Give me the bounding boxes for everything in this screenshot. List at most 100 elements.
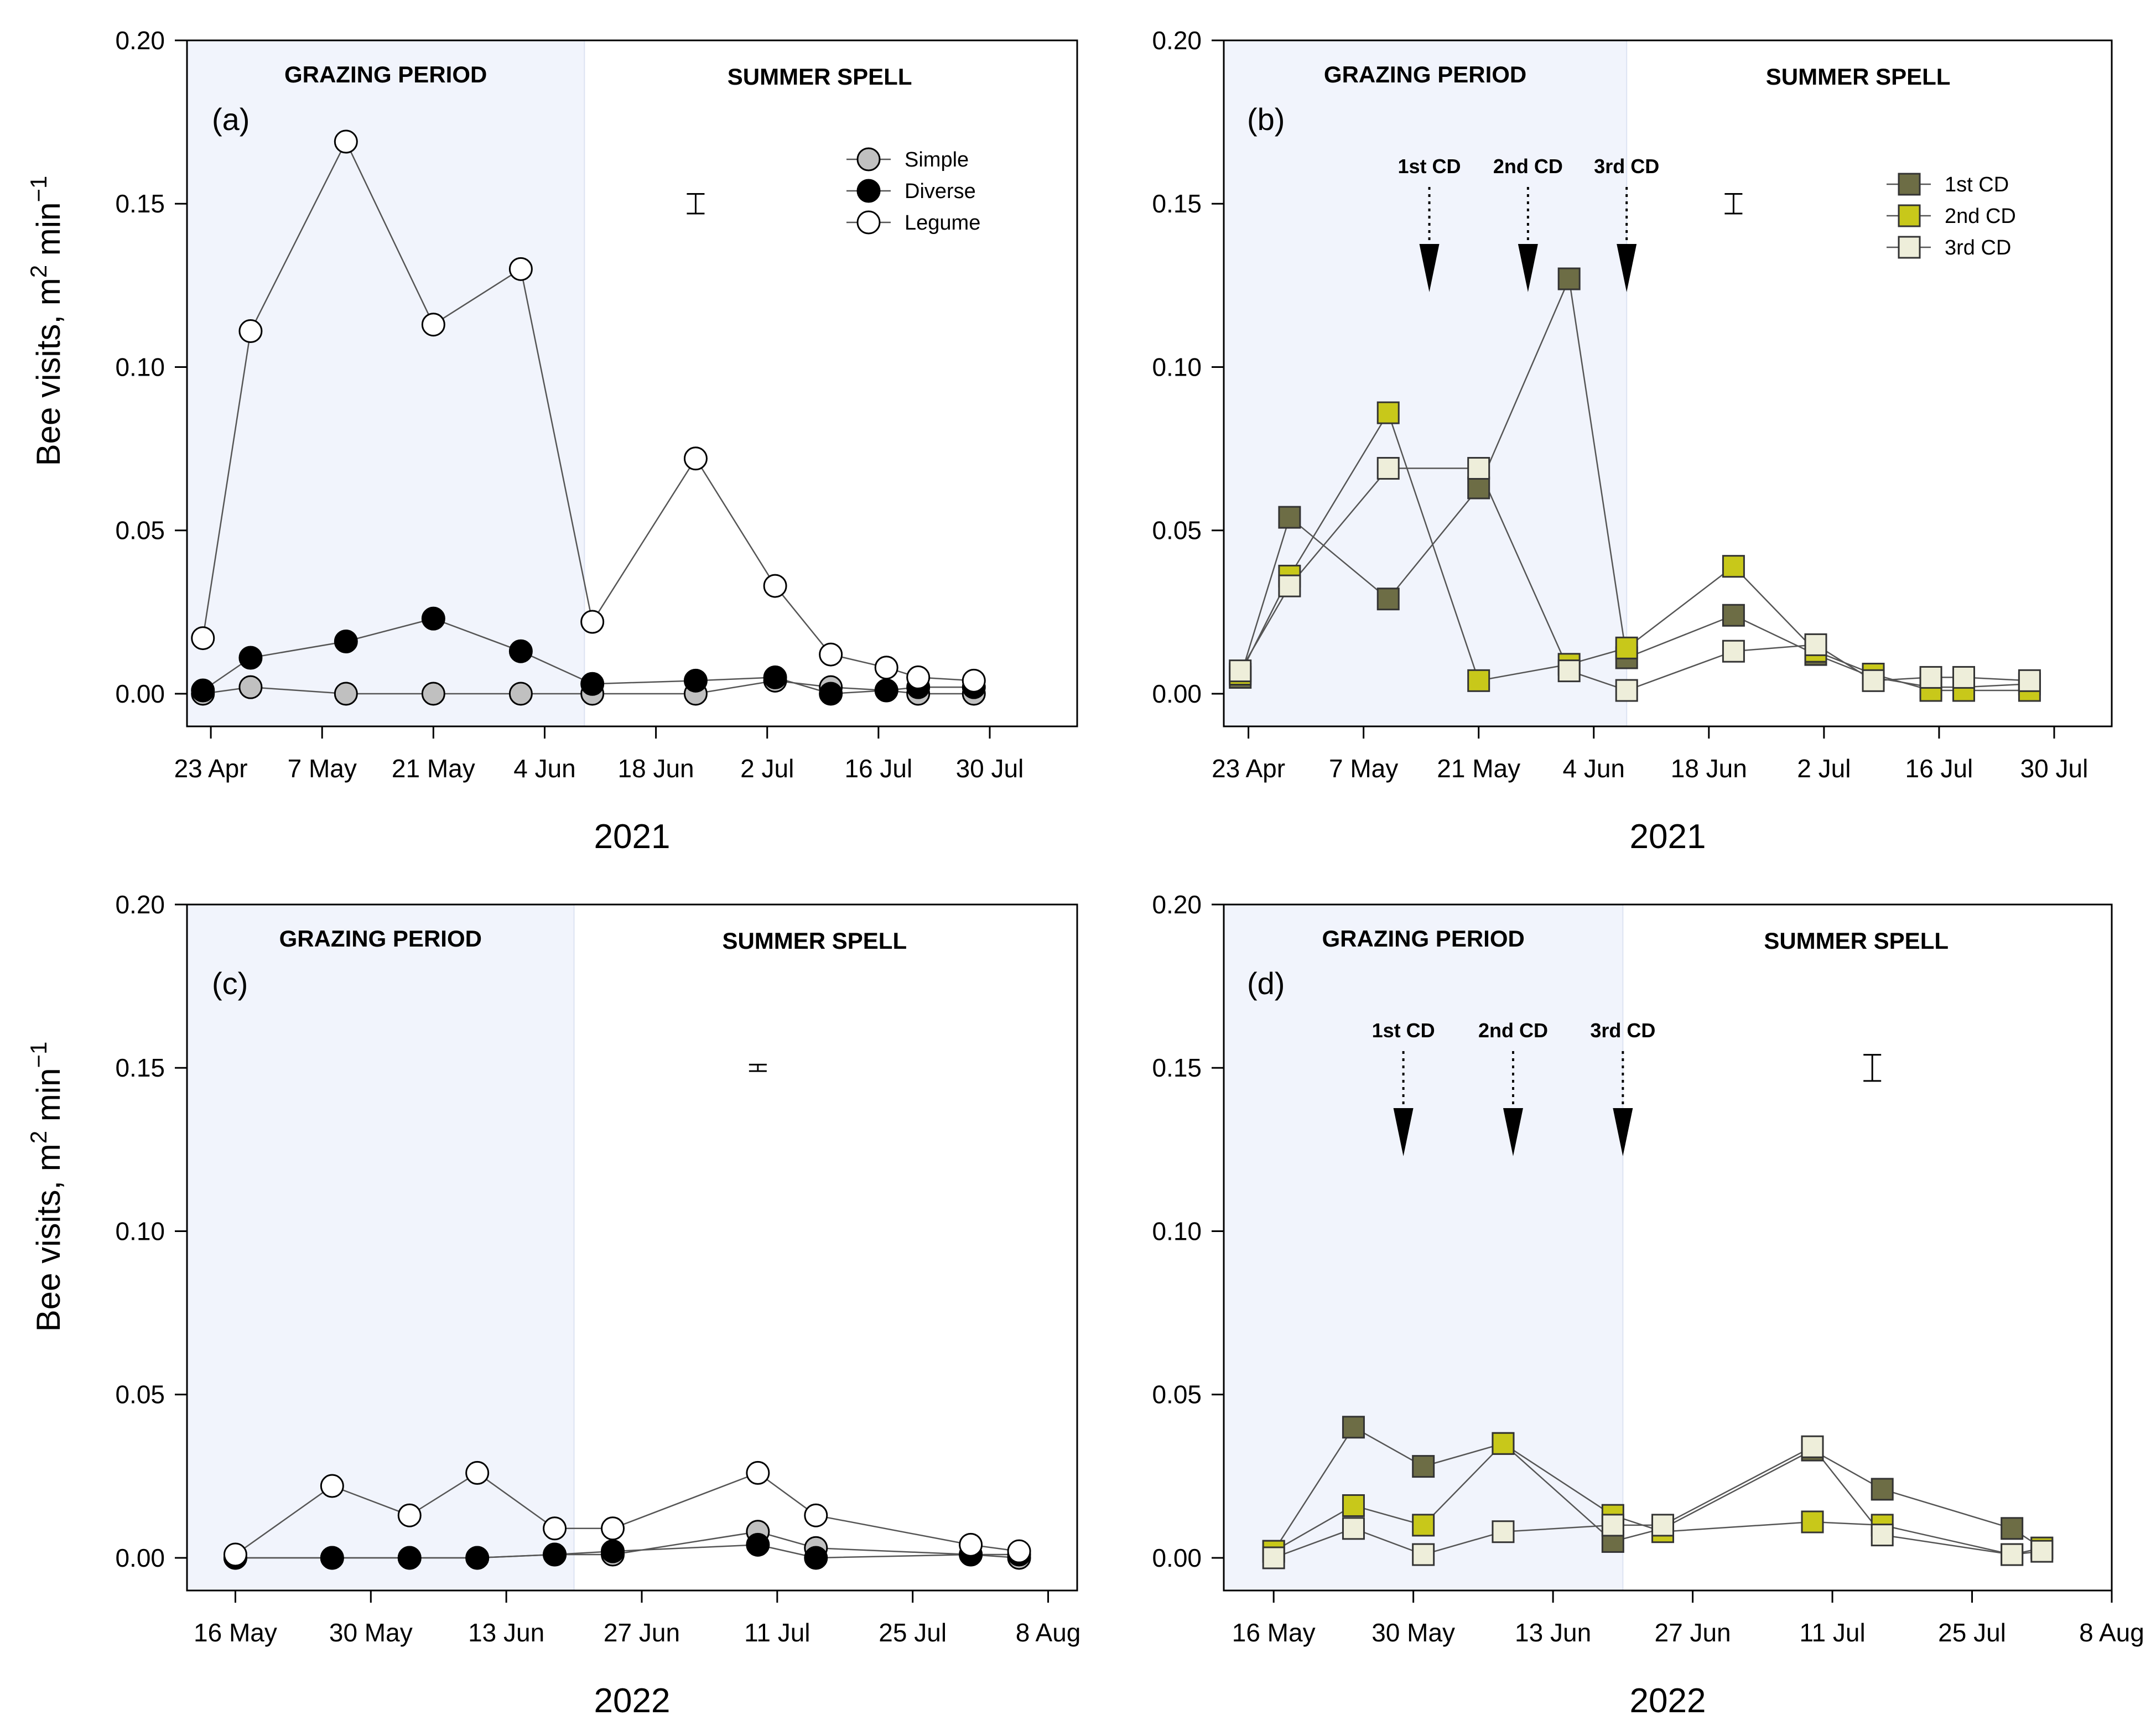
data-point-3rd-cd [1862,669,1885,692]
x-tick-label: 16 May [1232,1618,1316,1647]
y-tick-label: 0.15 [1152,1053,1202,1082]
cutting-date-arrow-head [1617,244,1637,292]
grazing-period-shade [1224,905,1623,1591]
data-point-2nd-cd [1492,1432,1515,1455]
cutting-date-label: 1st CD [1398,155,1461,178]
data-point-1st-cd [1376,588,1400,611]
data-point-1st-cd [1557,267,1581,290]
cutting-date-label: 3rd CD [1594,155,1659,178]
y-tick-label: 0.00 [1152,1543,1202,1572]
data-point-3rd-cd [1722,640,1745,663]
y-tick-label: 0.10 [1152,352,1202,381]
data-point-diverse [763,665,787,689]
series-line-legume [235,1472,1020,1556]
data-point-diverse [508,639,533,663]
legend-marker [856,210,881,235]
data-point-diverse [580,672,605,696]
data-point-3rd-cd [1342,1517,1365,1540]
data-point-simple [238,675,263,699]
data-point-3rd-cd [1492,1520,1515,1543]
data-point-legume [819,642,843,667]
panel-d: 0.00 0.05 0.10 0.15 0.20 16 May 30 May 13 Jun 27… [1152,890,2144,1720]
x-tick-label: 30 May [329,1618,413,1647]
cutting-date-label: 2nd CD [1493,155,1563,178]
y-tick-label: 0.15 [115,1053,165,1082]
data-point-diverse [334,629,358,653]
x-tick-label: 27 Jun [1655,1618,1731,1647]
data-point-3rd-cd [1952,666,1975,689]
data-point-legume [746,1460,770,1485]
plot-frame [186,39,1078,727]
data-point-legume [397,1503,422,1527]
data-point-3rd-cd [1557,659,1581,683]
data-point-1st-cd [1342,1416,1365,1439]
series-line-1st-cd [1273,1426,2043,1552]
x-tick-label: 8 Aug [2079,1618,2144,1647]
data-point-3rd-cd [1919,666,1942,689]
x-tick-label: 16 May [194,1618,277,1647]
data-point-3rd-cd [2001,1543,2024,1566]
data-point-legume [959,1532,983,1557]
x-tick-label: 11 Jul [1799,1618,1865,1647]
series-line-2nd-cd [1273,1442,2043,1556]
cutting-date-arrow-head [1393,1108,1414,1156]
grazing-period-label: GRAZING PERIOD [279,926,482,952]
y-tick-label: 0.10 [115,1217,165,1245]
data-point-legume [683,446,708,471]
y-tick-label: 0.05 [1152,516,1202,545]
x-tick-label: 18 Jun [1671,754,1747,783]
x-tick-label: 4 Jun [513,754,576,783]
x-tick-label: 13 Jun [468,1618,544,1647]
y-axis-title-bottom: Bee visits, m2 min−1 [25,1042,67,1332]
data-point-legume [804,1503,828,1527]
plot-frame [186,903,1078,1592]
data-point-3rd-cd [1467,457,1490,480]
grazing-period-label: GRAZING PERIOD [284,61,487,87]
legend-label: 3rd CD [1945,236,2011,259]
x-tick-label: 30 Jul [956,754,1024,783]
y-tick-label: 0.15 [1152,189,1202,218]
y-tick-label: 0.20 [1152,890,1202,919]
x-axis-title: 2022 [594,1682,671,1720]
data-point-2nd-cd [1615,636,1638,659]
data-point-legume [320,1474,344,1498]
plot-frame [1223,903,2113,1592]
panel-b: 0.00 0.05 0.10 0.15 0.20 23 Apr 7 May 21 May 4 J… [1152,26,2113,856]
y-tick-label: 0.05 [115,1380,165,1409]
data-point-diverse [601,1539,625,1563]
cutting-date-label: 3rd CD [1590,1019,1655,1042]
x-tick-label: 18 Jun [618,754,694,783]
plot-frame [1223,39,2113,727]
grazing-period-label: GRAZING PERIOD [1322,926,1524,952]
legend-label: Legume [905,211,980,235]
data-point-3rd-cd [1801,1435,1824,1458]
data-point-1st-cd [2001,1517,2024,1540]
x-tick-label: 2 Jul [1797,754,1851,783]
cutting-date-arrow-head [1518,244,1538,292]
legend-marker [1898,204,1921,227]
data-point-3rd-cd [1651,1514,1674,1537]
data-point-1st-cd [1412,1455,1435,1478]
data-point-2nd-cd [1376,401,1400,424]
y-tick-label: 0.05 [115,516,165,545]
legend-marker [1898,236,1921,259]
data-point-legume [543,1516,567,1541]
cutting-date-arrow-head [1419,244,1440,292]
cutting-date-arrow-head [1613,1108,1633,1156]
data-point-simple [334,682,358,706]
y-axis-title-top: Bee visits, m2 min−1 [25,176,67,466]
data-point-3rd-cd [1278,574,1301,597]
data-point-simple [508,682,533,706]
y-tick-label: 0.10 [1152,1217,1202,1245]
cutting-date-label: 1st CD [1372,1019,1435,1042]
y-tick-label: 0.15 [115,189,165,218]
x-tick-label: 16 Jul [1905,754,1973,783]
data-point-legume [421,313,445,337]
data-point-3rd-cd [1601,1514,1624,1537]
data-point-legume [906,665,931,689]
x-tick-label: 11 Jul [744,1618,810,1647]
legend-label: 2nd CD [1945,205,2016,228]
data-point-legume [465,1460,490,1485]
x-tick-label: 16 Jul [844,754,912,783]
